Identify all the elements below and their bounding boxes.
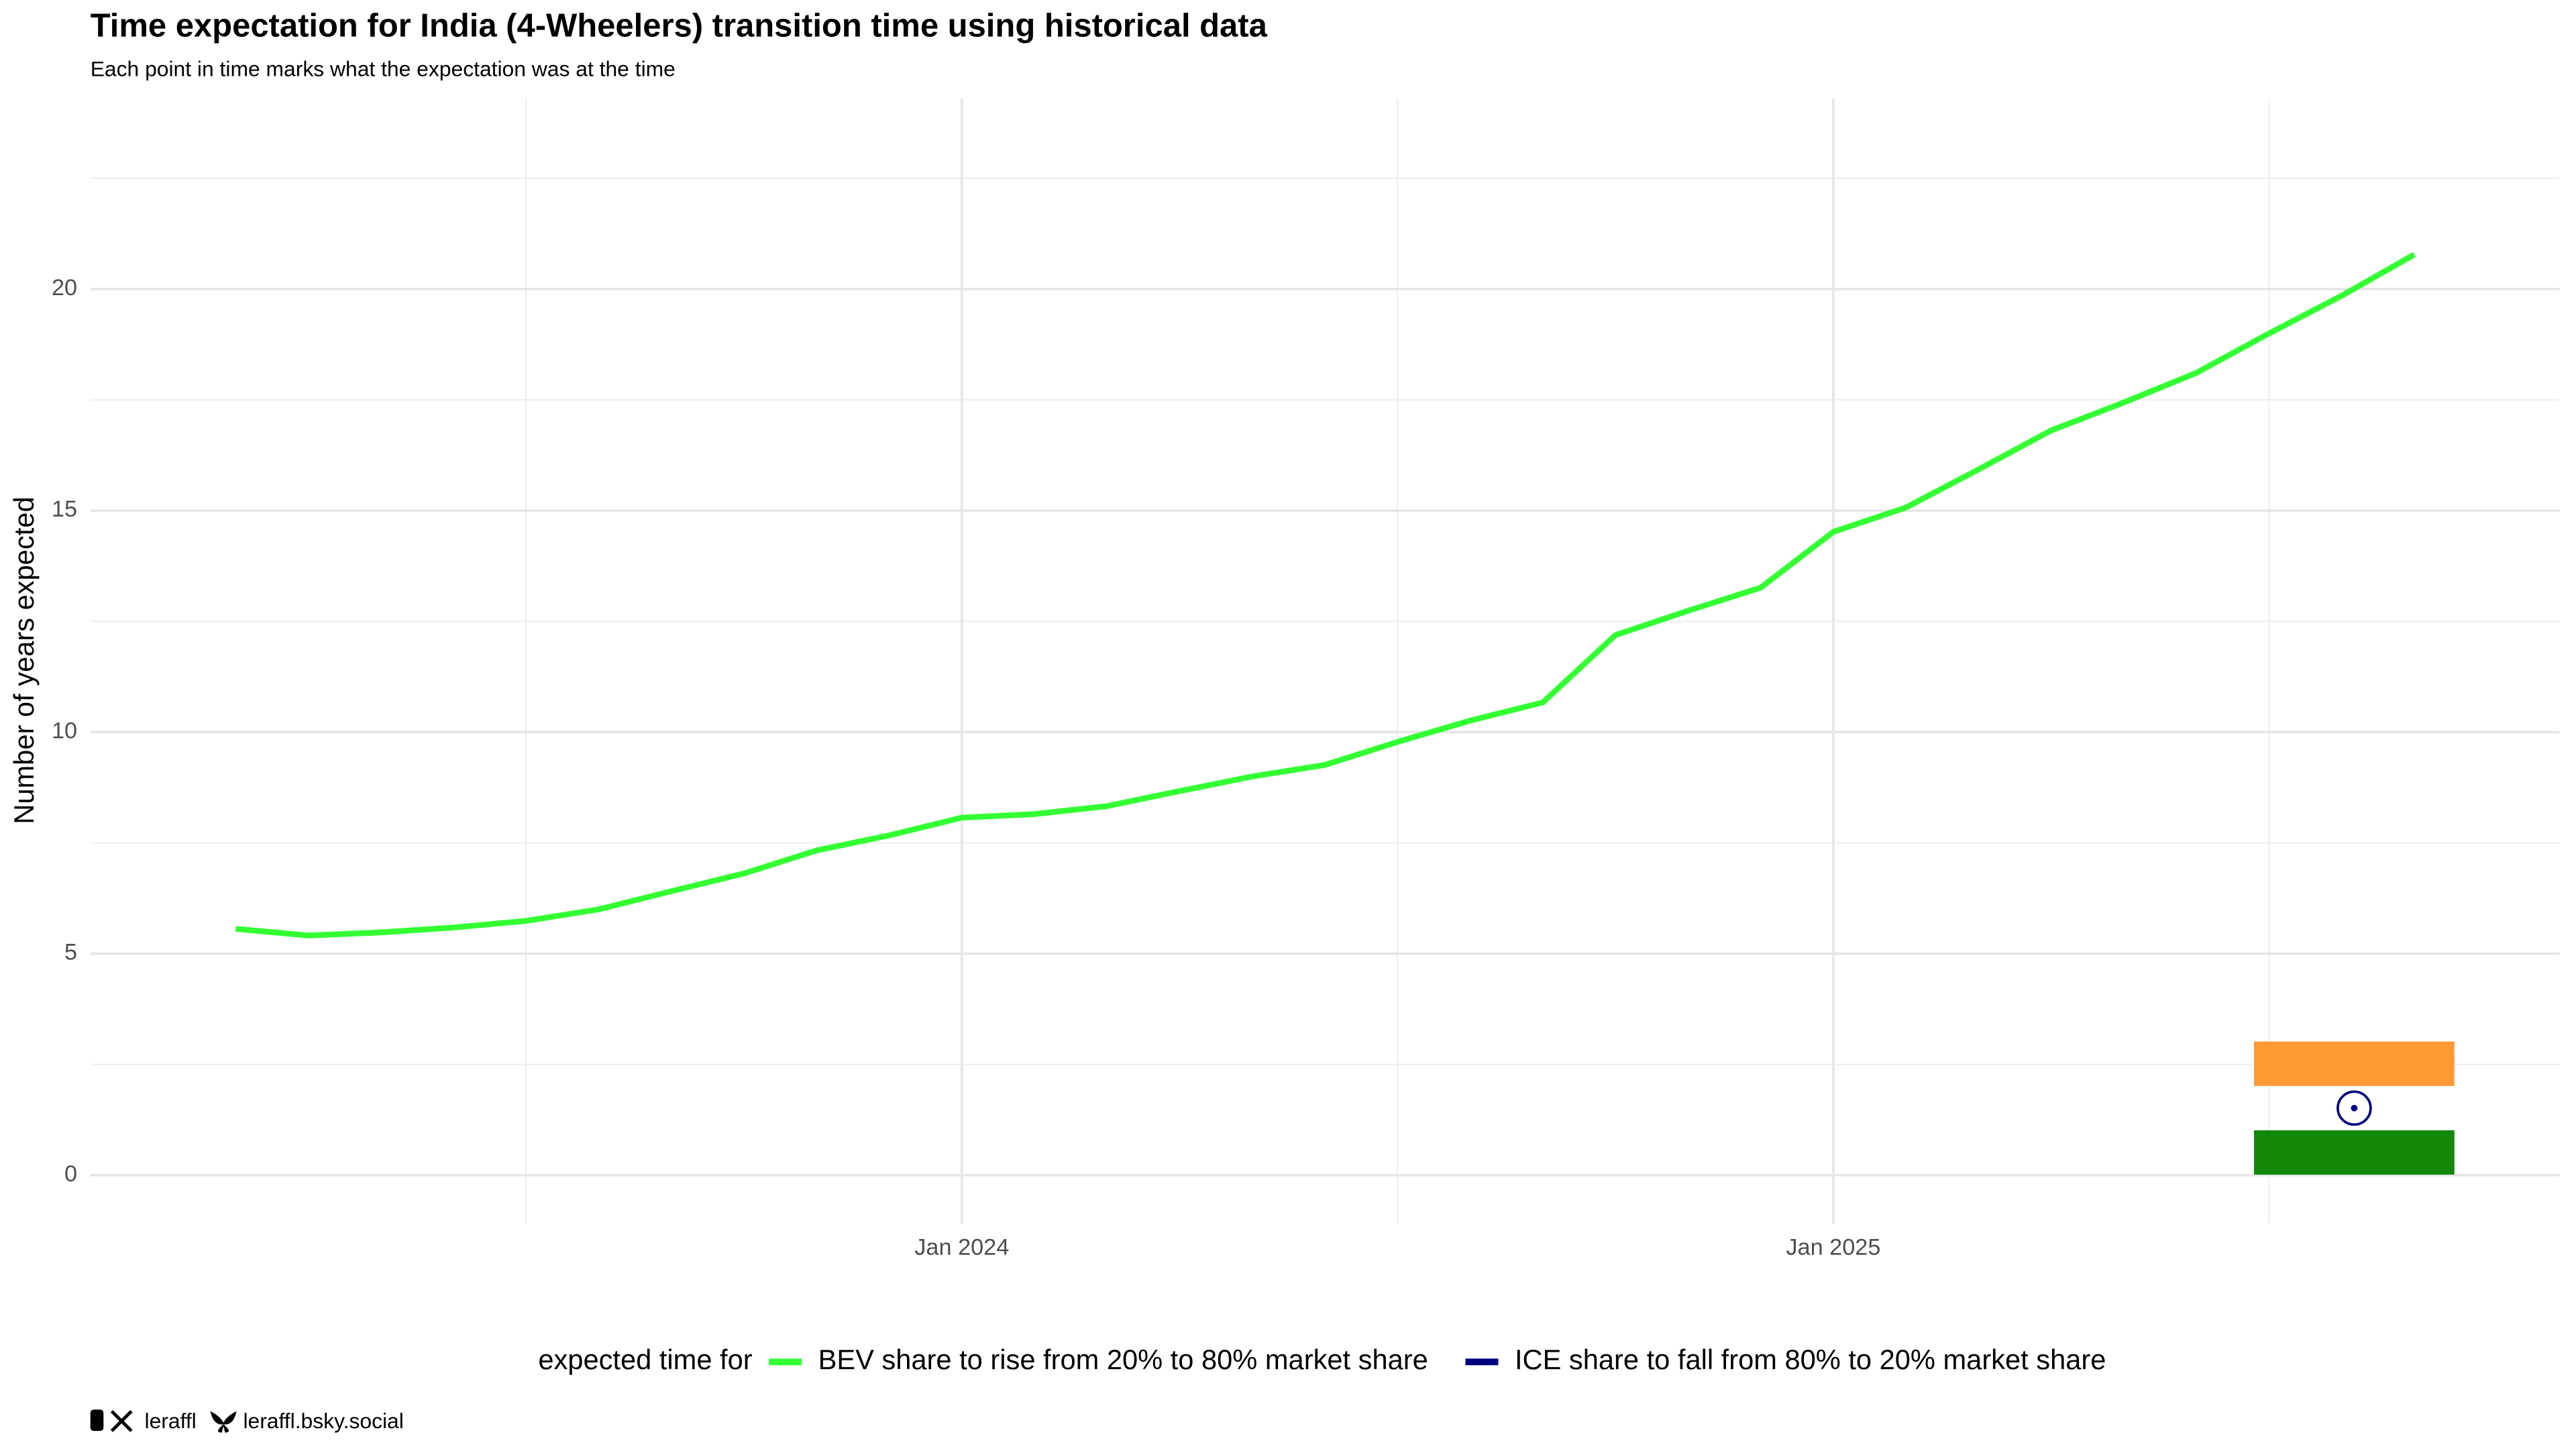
y-tick-label: 10 [52, 718, 77, 743]
chart-subtitle: Each point in time marks what the expect… [91, 57, 676, 81]
icon-coffee [90, 1409, 104, 1432]
y-tick-label: 20 [52, 275, 77, 301]
flag-chakra-hub [2351, 1104, 2358, 1112]
flag-saffron [2254, 1041, 2455, 1086]
legend-label: ICE share to fall from 80% to 20% market… [1515, 1344, 2106, 1375]
footer: leraffl leraffl.bsky.social [90, 1409, 404, 1433]
icon-bluesky [210, 1411, 237, 1433]
flag-green [2254, 1130, 2455, 1175]
legend-label: BEV share to rise from 20% to 80% market… [818, 1344, 1428, 1375]
grid [90, 98, 2560, 1224]
y-tick-label: 0 [64, 1161, 77, 1187]
footer-bsky: leraffl.bsky.social [243, 1409, 403, 1433]
chart-title: Time expectation for India (4-Wheelers) … [91, 8, 1268, 44]
x-tick-label: Jan 2024 [914, 1234, 1009, 1260]
y-tick-label: 15 [52, 496, 77, 522]
legend: BEV share to rise from 20% to 80% market… [769, 1344, 2106, 1375]
footer-handle: leraffl [145, 1409, 197, 1433]
y-axis-label: Number of years expected [8, 496, 40, 824]
x-tick-label: Jan 2025 [1786, 1234, 1880, 1260]
legend-title: expected time for [538, 1344, 752, 1375]
icon-x [110, 1409, 133, 1432]
series-line [235, 252, 2416, 938]
india-flag [2254, 1041, 2455, 1175]
y-tick-label: 5 [64, 940, 77, 965]
